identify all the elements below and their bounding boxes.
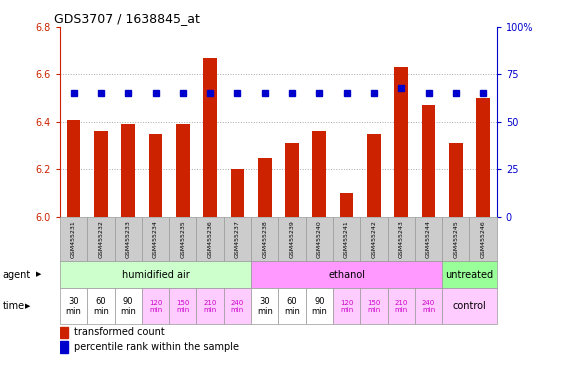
Bar: [203, 58, 217, 217]
Bar: [442, 217, 469, 261]
Bar: [367, 134, 381, 217]
Bar: [449, 143, 463, 217]
Bar: [333, 288, 360, 324]
Text: GSM455238: GSM455238: [262, 220, 267, 258]
Text: GSM455233: GSM455233: [126, 220, 131, 258]
Bar: [305, 288, 333, 324]
Bar: [224, 288, 251, 324]
Bar: [395, 67, 408, 217]
Text: 210
min: 210 min: [395, 300, 408, 313]
Bar: [60, 288, 87, 324]
Bar: [333, 217, 360, 261]
Text: 90
min: 90 min: [120, 296, 136, 316]
Bar: [224, 217, 251, 261]
Bar: [279, 288, 305, 324]
Text: 30
min: 30 min: [66, 296, 82, 316]
Bar: [388, 217, 415, 261]
Text: 240
min: 240 min: [231, 300, 244, 313]
Bar: [360, 217, 388, 261]
Text: GSM455237: GSM455237: [235, 220, 240, 258]
Text: 150
min: 150 min: [367, 300, 381, 313]
Bar: [476, 98, 490, 217]
Text: 120
min: 120 min: [340, 300, 353, 313]
Text: ▶: ▶: [36, 271, 41, 278]
Bar: [169, 217, 196, 261]
Text: humidified air: humidified air: [122, 270, 190, 280]
Bar: [312, 131, 326, 217]
Text: 60
min: 60 min: [93, 296, 109, 316]
Text: GSM455243: GSM455243: [399, 220, 404, 258]
Text: agent: agent: [3, 270, 31, 280]
Bar: [469, 217, 497, 261]
Bar: [142, 288, 169, 324]
Text: 240
min: 240 min: [422, 300, 435, 313]
Bar: [251, 217, 279, 261]
Text: 120
min: 120 min: [149, 300, 162, 313]
Bar: [87, 288, 115, 324]
Bar: [176, 124, 190, 217]
Bar: [285, 143, 299, 217]
Bar: [251, 261, 442, 288]
Text: GSM455234: GSM455234: [153, 220, 158, 258]
Bar: [340, 193, 353, 217]
Text: GSM455246: GSM455246: [481, 220, 485, 258]
Bar: [60, 341, 67, 353]
Text: 90
min: 90 min: [311, 296, 327, 316]
Text: GSM455235: GSM455235: [180, 220, 186, 258]
Bar: [258, 157, 272, 217]
Bar: [231, 169, 244, 217]
Text: percentile rank within the sample: percentile rank within the sample: [74, 342, 239, 352]
Bar: [115, 217, 142, 261]
Text: 210
min: 210 min: [203, 300, 217, 313]
Bar: [94, 131, 108, 217]
Bar: [169, 288, 196, 324]
Text: 30
min: 30 min: [257, 296, 272, 316]
Text: GSM455236: GSM455236: [208, 220, 212, 258]
Bar: [196, 288, 224, 324]
Bar: [196, 217, 224, 261]
Text: GSM455232: GSM455232: [98, 220, 103, 258]
Text: GSM455241: GSM455241: [344, 220, 349, 258]
Text: GSM455231: GSM455231: [71, 220, 76, 258]
Bar: [115, 288, 142, 324]
Bar: [60, 261, 251, 288]
Text: GDS3707 / 1638845_at: GDS3707 / 1638845_at: [54, 12, 200, 25]
Text: control: control: [453, 301, 486, 311]
Bar: [422, 105, 435, 217]
Text: ▶: ▶: [25, 303, 30, 309]
Text: GSM455245: GSM455245: [453, 220, 459, 258]
Text: untreated: untreated: [445, 270, 493, 280]
Text: time: time: [3, 301, 25, 311]
Bar: [251, 288, 279, 324]
Bar: [60, 217, 87, 261]
Bar: [148, 134, 162, 217]
Text: transformed count: transformed count: [74, 328, 164, 338]
Bar: [122, 124, 135, 217]
Text: 60
min: 60 min: [284, 296, 300, 316]
Bar: [305, 217, 333, 261]
Bar: [360, 288, 388, 324]
Text: 150
min: 150 min: [176, 300, 190, 313]
Text: GSM455239: GSM455239: [289, 220, 295, 258]
Bar: [442, 288, 497, 324]
Text: GSM455242: GSM455242: [371, 220, 376, 258]
Bar: [67, 119, 81, 217]
Bar: [388, 288, 415, 324]
Bar: [87, 217, 115, 261]
Text: GSM455244: GSM455244: [426, 220, 431, 258]
Bar: [142, 217, 169, 261]
Bar: [60, 327, 67, 338]
Bar: [415, 217, 442, 261]
Text: ethanol: ethanol: [328, 270, 365, 280]
Bar: [442, 261, 497, 288]
Bar: [415, 288, 442, 324]
Text: GSM455240: GSM455240: [317, 220, 322, 258]
Bar: [279, 217, 305, 261]
